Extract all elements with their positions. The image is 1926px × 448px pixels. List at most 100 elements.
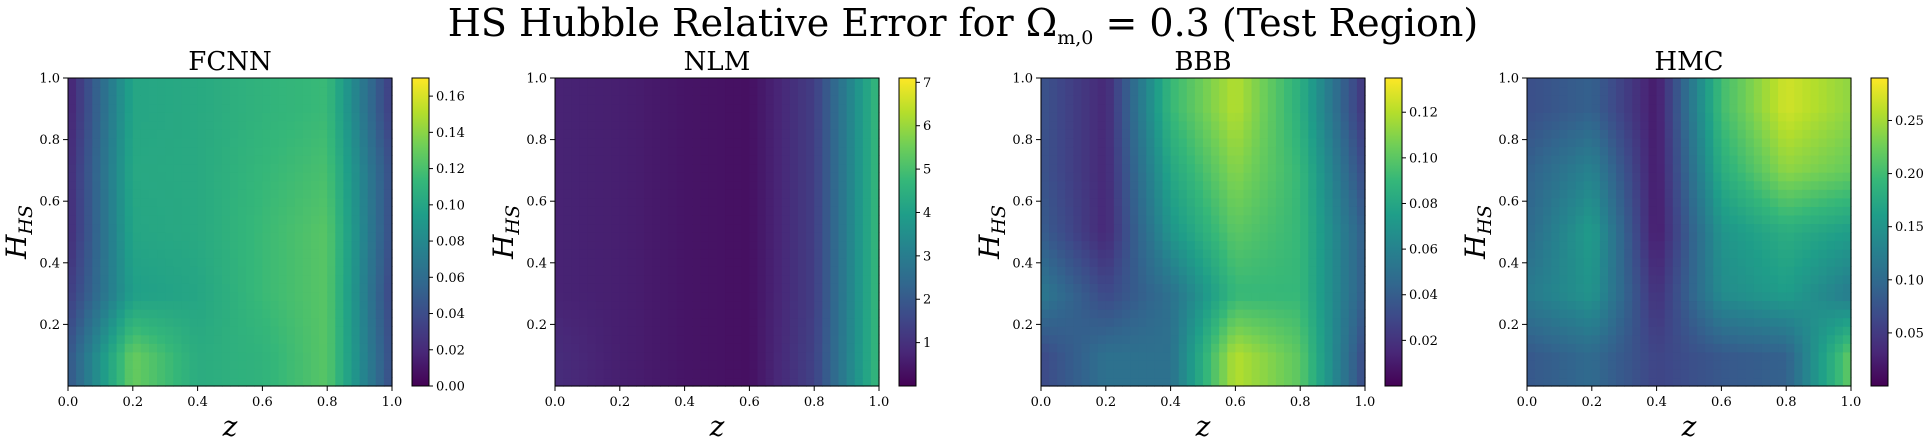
heatmap-cell	[1356, 206, 1366, 216]
heatmap-cell	[286, 95, 296, 105]
heatmap-cell	[124, 317, 134, 327]
heatmap-cell	[1559, 163, 1569, 173]
heatmap-cell	[862, 223, 872, 233]
heatmap-cell	[1300, 291, 1309, 302]
heatmap-cell	[676, 334, 686, 344]
heatmap-cell	[603, 232, 613, 242]
heatmap-cell	[1057, 317, 1066, 327]
heatmap-cell	[230, 137, 239, 148]
heatmap-cell	[1559, 334, 1569, 344]
heatmap-cell	[830, 360, 840, 370]
heatmap-cell	[603, 326, 613, 336]
heatmap-cell	[692, 180, 702, 190]
heatmap-cell	[319, 197, 328, 207]
heatmap-cell	[846, 129, 856, 139]
heatmap-cell	[383, 95, 393, 105]
heatmap-cell	[205, 155, 215, 165]
heatmap-cell	[1235, 137, 1245, 148]
heatmap-cell	[1324, 95, 1334, 105]
heatmap-cell	[149, 129, 158, 139]
heatmap-cell	[1194, 343, 1204, 353]
heatmap-cell	[181, 86, 191, 96]
heatmap-cell	[1154, 163, 1164, 173]
heatmap-cell	[1591, 377, 1601, 387]
heatmap-cell	[717, 326, 726, 336]
heatmap-cell	[1324, 223, 1334, 233]
heatmap-cell	[327, 120, 336, 130]
heatmap-cell	[789, 257, 799, 267]
heatmap-cell	[1170, 163, 1180, 173]
heatmap-cell	[741, 343, 750, 353]
heatmap-cell	[1130, 360, 1139, 370]
heatmap-cell	[1146, 368, 1155, 379]
heatmap-cell	[587, 137, 597, 148]
heatmap-cell	[76, 172, 85, 182]
heatmap-cell	[1162, 343, 1172, 353]
heatmap-cell	[383, 112, 393, 122]
heatmap-cell	[870, 112, 880, 122]
heatmap-cell	[157, 86, 166, 96]
heatmap-cell	[627, 129, 637, 139]
heatmap-cell	[652, 343, 661, 353]
heatmap-cell	[822, 103, 831, 113]
heatmap-cell	[197, 377, 207, 387]
heatmap-cell	[1065, 214, 1074, 225]
heatmap-cell	[157, 334, 166, 344]
heatmap-cell	[213, 309, 223, 319]
heatmap-cell	[838, 360, 848, 370]
heatmap-cell	[1535, 326, 1544, 336]
heatmap-cell	[717, 214, 726, 225]
heatmap-cell	[1543, 129, 1552, 139]
heatmap-cell	[181, 291, 191, 302]
heatmap-cell	[717, 257, 726, 267]
heatmap-cell	[571, 146, 580, 156]
heatmap-cell	[1559, 120, 1569, 130]
heatmap-cell	[1332, 351, 1342, 361]
heatmap-cell	[1599, 317, 1609, 327]
heatmap-cell	[132, 360, 142, 370]
heatmap-cell	[1284, 163, 1293, 173]
heatmap-cell	[246, 300, 255, 310]
heatmap-cell	[749, 317, 759, 327]
heatmap-cell	[335, 240, 344, 250]
heatmap-cell	[1105, 172, 1115, 182]
heatmap-cell	[789, 300, 799, 310]
heatmap-cell	[1049, 120, 1058, 130]
heatmap-cell	[124, 180, 134, 190]
heatmap-cell	[1599, 291, 1609, 302]
heatmap-cell	[1551, 351, 1560, 361]
heatmap-cell	[1219, 300, 1228, 310]
heatmap-cell	[749, 95, 759, 105]
heatmap-cell	[1300, 317, 1309, 327]
heatmap-cell	[302, 78, 312, 88]
heatmap-cell	[1324, 197, 1334, 207]
heatmap-cell	[205, 163, 215, 173]
y-tick-label: 0.4	[1012, 256, 1033, 271]
heatmap-cell	[798, 232, 807, 242]
heatmap-cell	[830, 326, 840, 336]
heatmap-cell	[806, 309, 815, 319]
heatmap-cell	[157, 368, 166, 379]
heatmap-cell	[1324, 86, 1334, 96]
heatmap-cell	[197, 120, 207, 130]
heatmap-cell	[1194, 317, 1204, 327]
heatmap-cell	[383, 206, 393, 216]
heatmap-cell	[1057, 300, 1066, 310]
heatmap-cell	[84, 197, 93, 207]
heatmap-cell	[375, 189, 385, 199]
heatmap-cell	[1170, 240, 1180, 250]
heatmap-cell	[798, 283, 807, 293]
heatmap-cell	[327, 334, 336, 344]
heatmap-cell	[1073, 137, 1083, 148]
heatmap-cell	[286, 197, 296, 207]
heatmap-cell	[100, 172, 110, 182]
heatmap-cell	[862, 137, 872, 148]
heatmap-cell	[327, 368, 336, 379]
heatmap-cell	[302, 112, 312, 122]
heatmap-cell	[343, 112, 353, 122]
heatmap-cell	[1251, 326, 1261, 336]
heatmap-cell	[246, 377, 255, 387]
heatmap-cell	[636, 334, 645, 344]
heatmap-cell	[1267, 172, 1277, 182]
heatmap-cell	[302, 146, 312, 156]
